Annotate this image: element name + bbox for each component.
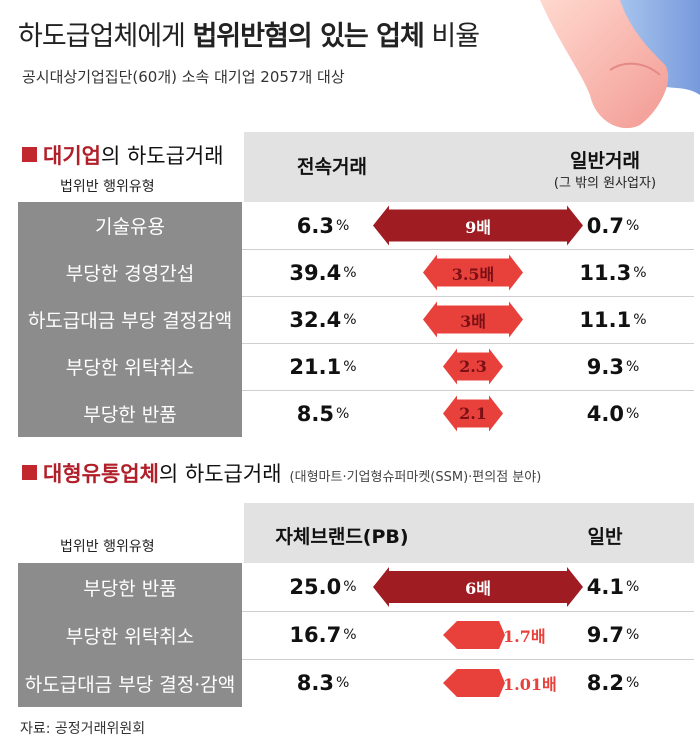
row-divider (18, 611, 694, 612)
ratio-label: 3.5배 (451, 264, 495, 284)
ratio-label: 1.7배 (503, 627, 546, 646)
red-square-bullet-icon (22, 147, 37, 162)
double-arrow-icon (373, 567, 583, 607)
table-row: 부당한 위탁취소 16.7% 9.7% 1.7배 (18, 611, 694, 659)
table-row: 부당한 위탁취소 21.1% 9.3% 2.3 (18, 343, 694, 390)
table-row: 기술유용 6.3% 0.7% 9배 (18, 202, 694, 249)
value-exclusive: 6.3% (296, 213, 350, 238)
double-arrow-icon (373, 205, 583, 246)
ratio-arrow-shape (423, 301, 523, 338)
row-header-label: 법위반 행위유형 (60, 179, 155, 195)
value-general: 8.2% (586, 671, 640, 695)
ratio-arrow (423, 249, 523, 296)
ratio-arrow (443, 390, 503, 437)
ratio-label: 6배 (465, 579, 491, 598)
double-arrow-icon (443, 621, 505, 649)
value-general: 4.1% (586, 575, 640, 599)
row-category-label: 기술유용 (18, 202, 242, 249)
row-divider (18, 343, 694, 344)
row-category-label: 부당한 위탁취소 (18, 343, 242, 390)
double-arrow-icon (423, 254, 523, 291)
value-exclusive: 8.5% (296, 401, 350, 426)
ratio-arrow (373, 563, 583, 611)
ratio-arrow (443, 611, 513, 659)
row-category-label: 하도급대금 부당 결정감액 (18, 296, 242, 343)
ratio-arrow-shape (423, 254, 523, 291)
row-divider (18, 659, 694, 660)
value-exclusive: 8.3% (296, 671, 350, 695)
ratio-label: 2.3 (459, 357, 487, 376)
row-divider (18, 249, 694, 250)
row-divider (18, 390, 694, 391)
value-general: 0.7% (586, 213, 640, 238)
table-row: 부당한 반품 25.0% 4.1% 6배 (18, 563, 694, 611)
column-header-general: 일반거래 (570, 150, 640, 172)
value-general: 9.7% (586, 623, 640, 647)
value-general: 9.3% (586, 354, 640, 379)
red-square-bullet-icon (22, 465, 37, 480)
ratio-arrow (423, 296, 523, 343)
table-row: 부당한 반품 8.5% 4.0% 2.1 (18, 390, 694, 437)
ratio-arrow (373, 202, 583, 249)
value-general: 4.0% (586, 401, 640, 426)
column-header-background (244, 503, 694, 563)
holding-hands-illustration (540, 0, 700, 129)
ratio-arrow-shape (443, 669, 505, 697)
ratio-arrow-shape (373, 205, 583, 246)
value-exclusive: 16.7% (289, 623, 357, 647)
ratio-arrow-shape (443, 395, 503, 432)
page-title: 하도급업체에게 법위반혐의 있는 업체 비율 (18, 21, 480, 52)
value-exclusive: 32.4% (289, 307, 357, 332)
column-header-exclusive: 전속거래 (297, 156, 367, 178)
ratio-arrow-shape (443, 621, 505, 649)
value-general: 11.1% (579, 307, 647, 332)
value-exclusive: 39.4% (289, 260, 357, 285)
section-title-large-companies: 대기업의 하도급거래 (22, 140, 224, 170)
ratio-arrow (443, 659, 513, 707)
value-exclusive: 21.1% (289, 354, 357, 379)
row-category-label: 하도급대금 부당 결정·감액 (18, 659, 242, 707)
column-header-background (244, 132, 694, 202)
row-category-label: 부당한 반품 (18, 563, 242, 611)
page-subtitle: 공시대상기업집단(60개) 소속 대기업 2057개 대상 (22, 68, 345, 86)
table-row: 하도급대금 부당 결정감액 32.4% 11.1% 3배 (18, 296, 694, 343)
double-arrow-icon (443, 348, 503, 385)
ratio-label: 9배 (465, 217, 491, 237)
column-subheader-general: (그 밖의 원사업자) (553, 176, 657, 191)
ratio-label: 3배 (460, 311, 486, 331)
double-arrow-icon (443, 395, 503, 432)
value-general: 11.3% (579, 260, 647, 285)
ratio-arrow-shape (373, 567, 583, 607)
double-arrow-icon (443, 669, 505, 697)
row-divider (18, 296, 694, 297)
ratio-label: 2.1 (459, 404, 487, 423)
table-row: 하도급대금 부당 결정·감액 8.3% 8.2% 1.01배 (18, 659, 694, 707)
value-exclusive: 25.0% (289, 575, 357, 599)
row-category-label: 부당한 위탁취소 (18, 611, 242, 659)
row-header-label: 법위반 행위유형 (60, 539, 155, 555)
table-row: 부당한 경영간섭 39.4% 11.3% 3.5배 (18, 249, 694, 296)
column-header-general: 일반 (587, 526, 623, 548)
section-title-retailers: 대형유통업체의 하도급거래 (대형마트·기업형슈퍼마켓(SSM)·편의점 분야) (22, 458, 541, 488)
row-category-label: 부당한 반품 (18, 390, 242, 437)
ratio-arrow-shape (443, 348, 503, 385)
ratio-label: 1.01배 (503, 675, 557, 694)
row-category-label: 부당한 경영간섭 (18, 249, 242, 296)
double-arrow-icon (423, 301, 523, 338)
source-note: 자료: 공정거래위원회 (20, 721, 146, 737)
column-header-pb: 자체브랜드(PB) (275, 526, 409, 548)
ratio-arrow (443, 343, 503, 390)
